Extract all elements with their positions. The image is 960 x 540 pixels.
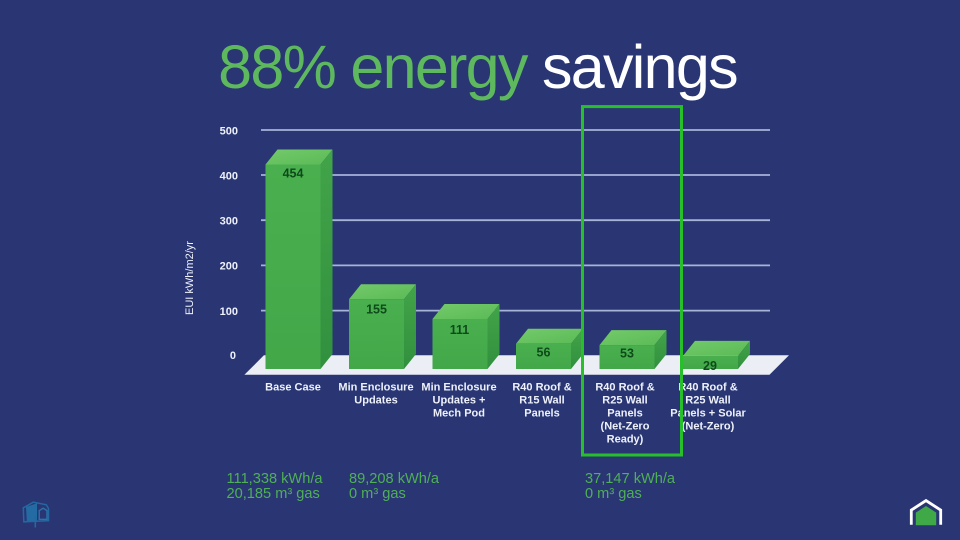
- svg-text:300: 300: [220, 215, 238, 227]
- svg-text:100: 100: [220, 306, 238, 318]
- svg-text:29: 29: [703, 359, 717, 373]
- svg-text:500: 500: [220, 126, 238, 138]
- svg-text:400: 400: [220, 170, 238, 182]
- svg-text:0: 0: [230, 350, 236, 362]
- svg-text:56: 56: [537, 346, 551, 360]
- svg-text:EUI kWh/m2/yr: EUI kWh/m2/yr: [184, 241, 196, 315]
- svg-text:454: 454: [283, 167, 304, 181]
- svg-text:Base Case: Base Case: [265, 382, 321, 394]
- svg-text:200: 200: [220, 261, 238, 273]
- svg-text:53: 53: [620, 347, 634, 361]
- svg-text:155: 155: [366, 303, 387, 317]
- svg-text:111: 111: [450, 323, 470, 337]
